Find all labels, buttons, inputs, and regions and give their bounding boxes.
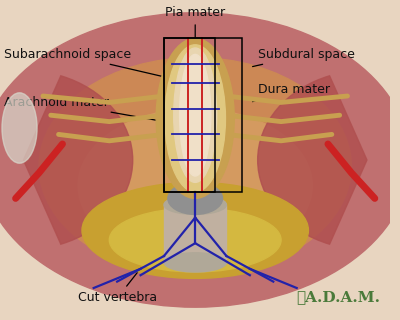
Bar — [164, 205, 226, 262]
Ellipse shape — [164, 253, 226, 272]
Ellipse shape — [78, 109, 312, 262]
Ellipse shape — [2, 93, 37, 163]
Ellipse shape — [82, 182, 308, 278]
Ellipse shape — [0, 13, 400, 307]
Text: Arachnoid mater: Arachnoid mater — [4, 96, 161, 121]
Text: ★A.D.A.M.: ★A.D.A.M. — [297, 290, 381, 304]
Ellipse shape — [180, 54, 211, 176]
Ellipse shape — [39, 58, 351, 275]
Ellipse shape — [174, 48, 217, 182]
Text: Subarachnoid space: Subarachnoid space — [4, 48, 161, 76]
Wedge shape — [24, 76, 133, 244]
Bar — [164, 38, 215, 192]
Ellipse shape — [109, 208, 281, 272]
Wedge shape — [258, 76, 367, 244]
Bar — [164, 38, 242, 192]
Ellipse shape — [164, 195, 226, 214]
Text: Cut vertebra: Cut vertebra — [78, 236, 166, 304]
Ellipse shape — [168, 182, 222, 214]
Text: Subdural space: Subdural space — [252, 48, 354, 67]
Ellipse shape — [156, 38, 234, 198]
Text: Dura mater: Dura mater — [252, 83, 330, 102]
Ellipse shape — [165, 45, 226, 192]
Text: Pia mater: Pia mater — [165, 6, 225, 39]
